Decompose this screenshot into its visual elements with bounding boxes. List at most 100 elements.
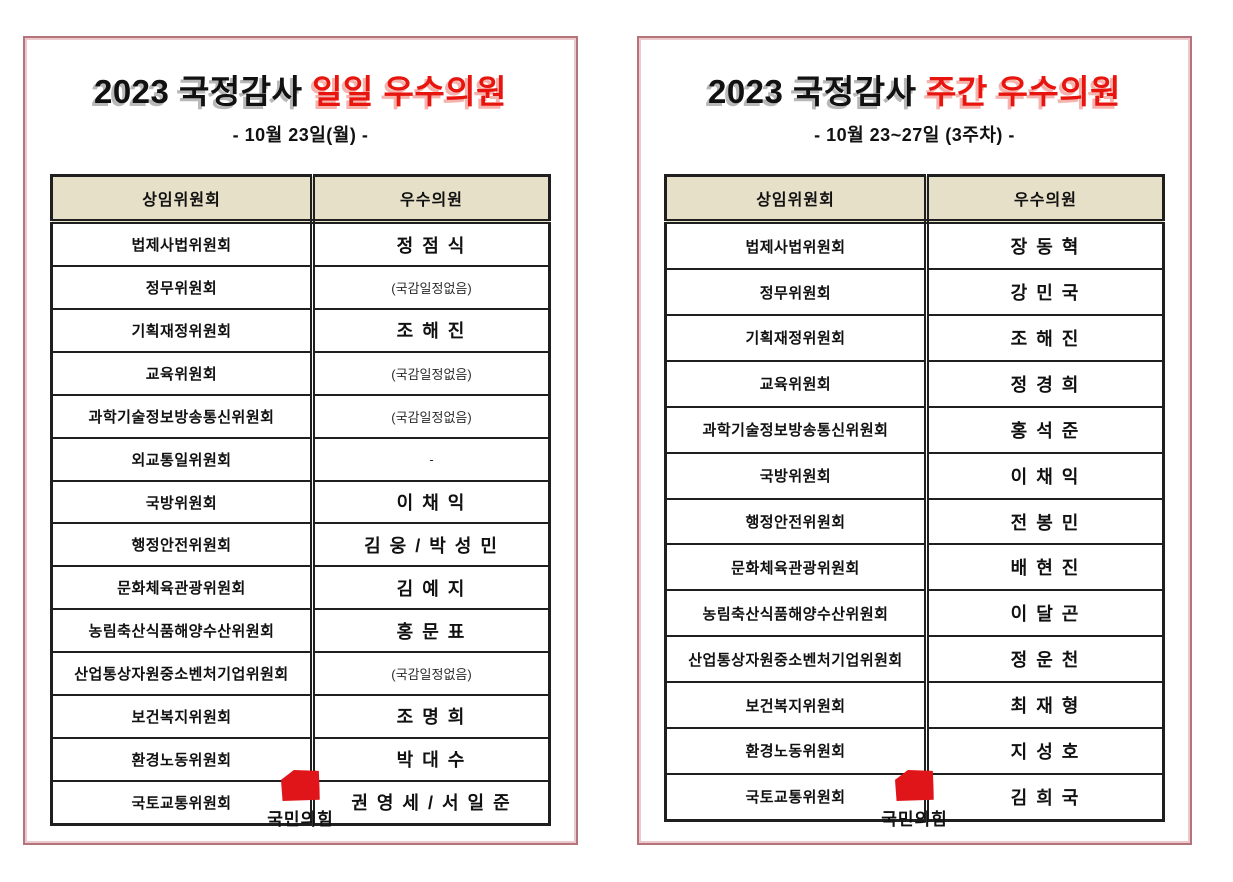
member-cell: 조 해 진 [926,314,1164,361]
table-row: 기획재정위원회 조 해 진 [665,314,1164,361]
table-row: 문화체육관광위원회 김 예 지 [51,565,550,610]
member-cell: 지 성 호 [926,727,1164,774]
table-row: 정무위원회 (국감일정없음) [51,265,550,310]
committee-column-header: 상임위원회 [51,175,315,225]
weekly-subtitle: - 10월 23~27일 (3주차) - [814,125,1015,146]
member-cell: 김 웅 / 박 성 민 [312,522,550,567]
member-cell: 김 예 지 [312,565,550,610]
committee-cell: 산업통상자원중소벤처기업위원회 [51,651,315,696]
committee-cell: 기획재정위원회 [665,314,929,361]
table-row: 농림축산식품해양수산위원회 이 달 곤 [665,589,1164,637]
member-cell: 김 희 국 [926,772,1164,821]
table-row: 국방위원회 이 채 익 [51,479,550,524]
member-cell: 배 현 진 [926,543,1164,591]
member-column-header: 우수의원 [926,175,1164,225]
member-cell: 홍 석 준 [926,405,1164,453]
table-row: 교육위원회 정 경 희 [665,359,1164,407]
weekly-award-card: 2023 국정감사 주간 우수의원 - 10월 23~27일 (3주차) - 상… [637,36,1192,845]
table-row: 보건복지위원회 조 명 희 [51,694,550,738]
member-cell: 최 재 형 [926,681,1164,729]
committee-cell: 법제사법위원회 [665,221,929,270]
daily-roster-table: 상임위원회 우수의원 법제사법위원회 정 점 식 정무위원회 (국감일정없음) … [50,174,551,826]
committee-cell: 행정안전위원회 [665,497,929,545]
table-row: 농림축산식품해양수산위원회 홍 문 표 [51,608,550,653]
committee-cell: 교육위원회 [51,350,315,395]
committee-cell: 과학기술정보방송통신위원회 [51,393,315,438]
table-row: 국방위원회 이 채 익 [665,451,1164,499]
member-cell: 이 달 곤 [926,589,1164,637]
member-cell: (국감일정없음) [312,651,550,696]
committee-cell: 국방위원회 [665,451,929,499]
member-cell: 정 점 식 [312,221,550,267]
member-cell: 정 운 천 [926,635,1164,683]
table-row: 산업통상자원중소벤처기업위원회 정 운 천 [665,635,1164,683]
committee-cell: 문화체육관광위원회 [51,565,315,610]
table-header-row: 상임위원회 우수의원 [665,175,1164,225]
committee-cell: 법제사법위원회 [51,221,315,267]
table-row: 환경노동위원회 지 성 호 [665,727,1164,774]
member-cell: 정 경 희 [926,359,1164,407]
committee-cell: 국토교통위원회 [665,772,929,821]
table-row: 정무위원회 강 민 국 [665,268,1164,316]
daily-table-body: 법제사법위원회 정 점 식 정무위원회 (국감일정없음) 기획재정위원회 조 해… [51,221,550,825]
member-cell: 이 채 익 [312,479,550,524]
daily-award-card: 2023 국정감사 일일 우수의원 - 10월 23일(월) - 상임위원회 우… [23,36,578,845]
party-logo-text: 국민의힘 [881,810,948,829]
member-cell: 조 해 진 [312,308,550,352]
table-row: 산업통상자원중소벤처기업위원회 (국감일정없음) [51,651,550,696]
table-row: 교육위원회 (국감일정없음) [51,350,550,395]
member-cell: (국감일정없음) [312,393,550,438]
committee-cell: 정무위원회 [51,265,315,310]
member-column-header: 우수의원 [312,175,550,225]
committee-cell: 국방위원회 [51,479,315,524]
member-cell: 강 민 국 [926,268,1164,316]
committee-cell: 환경노동위원회 [51,736,315,781]
daily-subtitle: - 10월 23일(월) - [232,125,369,146]
committee-cell: 문화체육관광위원회 [665,543,929,591]
committee-cell: 행정안전위원회 [51,522,315,567]
committee-cell: 과학기술정보방송통신위원회 [665,405,929,453]
table-row: 과학기술정보방송통신위원회 (국감일정없음) [51,393,550,438]
weekly-title-black: 2023 국정감사 [707,73,917,110]
committee-cell: 산업통상자원중소벤처기업위원회 [665,635,929,683]
committee-cell: 정무위원회 [665,268,929,316]
table-row: 법제사법위원회 정 점 식 [51,221,550,267]
member-cell: 조 명 희 [312,694,550,738]
party-logo-icon [895,770,934,801]
member-cell: - [312,436,550,481]
weekly-roster-table: 상임위원회 우수의원 법제사법위원회 장 동 혁 정무위원회 강 민 국 기획재… [664,174,1165,822]
member-cell: 박 대 수 [312,736,550,781]
table-header-row: 상임위원회 우수의원 [51,175,550,225]
daily-title-red: 일일 우수의원 [312,73,508,110]
committee-cell: 국토교통위원회 [51,779,315,825]
committee-cell: 보건복지위원회 [665,681,929,729]
daily-title: 2023 국정감사 일일 우수의원 [25,71,576,112]
table-row: 환경노동위원회 박 대 수 [51,736,550,781]
table-row: 행정안전위원회 김 웅 / 박 성 민 [51,522,550,567]
table-row: 문화체육관광위원회 배 현 진 [665,543,1164,591]
table-row: 보건복지위원회 최 재 형 [665,681,1164,729]
member-cell: 전 봉 민 [926,497,1164,545]
committee-cell: 농림축산식품해양수산위원회 [665,589,929,637]
table-row: 행정안전위원회 전 봉 민 [665,497,1164,545]
weekly-title: 2023 국정감사 주간 우수의원 [639,71,1190,112]
committee-cell: 보건복지위원회 [51,694,315,738]
committee-cell: 기획재정위원회 [51,308,315,352]
party-logo-icon [281,770,320,801]
daily-title-black: 2023 국정감사 [93,73,303,110]
member-cell: 권 영 세 / 서 일 준 [312,779,550,825]
committee-cell: 교육위원회 [665,359,929,407]
member-cell: (국감일정없음) [312,350,550,395]
member-cell: 이 채 익 [926,451,1164,499]
member-cell: 장 동 혁 [926,221,1164,270]
table-row: 기획재정위원회 조 해 진 [51,308,550,352]
weekly-title-red: 주간 우수의원 [926,73,1122,110]
table-row: 과학기술정보방송통신위원회 홍 석 준 [665,405,1164,453]
party-logo: 국민의힘 [881,770,948,830]
committee-cell: 환경노동위원회 [665,727,929,774]
party-logo-text: 국민의힘 [267,810,334,829]
table-row: 법제사법위원회 장 동 혁 [665,221,1164,270]
committee-cell: 외교통일위원회 [51,436,315,481]
member-cell: (국감일정없음) [312,265,550,310]
